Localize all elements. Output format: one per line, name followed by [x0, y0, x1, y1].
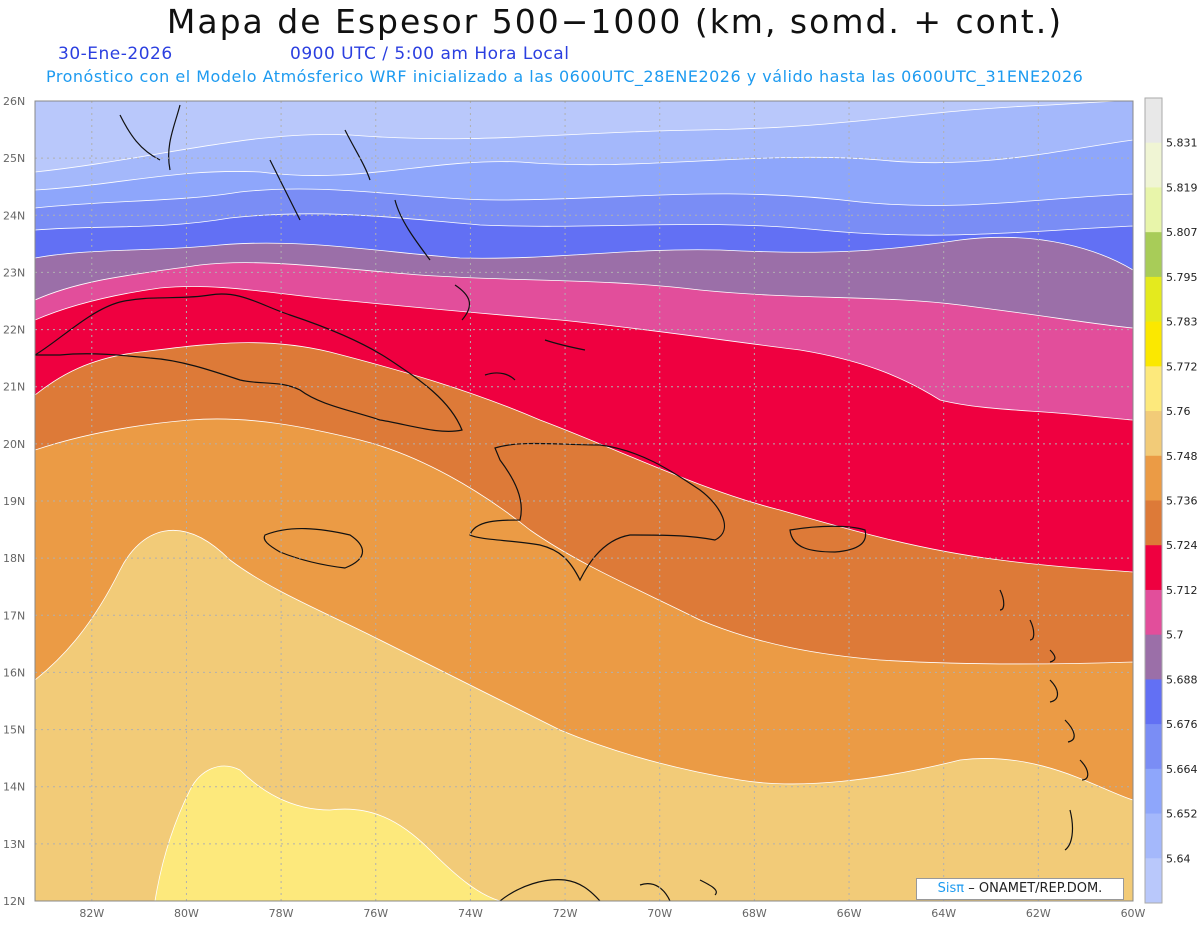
colorbar-level-label: 5.819	[1166, 181, 1198, 194]
lat-label-19N: 19N	[3, 495, 25, 508]
lon-label-78W: 78W	[269, 907, 294, 920]
jamaica-coast	[263, 528, 364, 569]
lat-label-13N: 13N	[3, 838, 25, 851]
colorbar-swatch	[1145, 813, 1162, 859]
colorbar-level-label: 5.831	[1166, 137, 1198, 150]
colorbar-swatch	[1145, 142, 1162, 188]
colorbar-swatch	[1145, 98, 1162, 144]
lon-label-64W: 64W	[931, 907, 956, 920]
model-info: Pronóstico con el Modelo Atmósferico WRF…	[46, 67, 1084, 86]
colorbar-swatch	[1145, 589, 1162, 636]
lon-label-72W: 72W	[553, 907, 578, 920]
lat-label-14N: 14N	[3, 781, 25, 794]
colorbar-level-label: 5.652	[1166, 808, 1198, 821]
colorbar-swatch	[1145, 545, 1162, 591]
colorbar-swatch	[1145, 321, 1162, 367]
lesser-antilles-coast	[999, 589, 1089, 851]
colorbar-swatch	[1145, 500, 1162, 546]
colorbar-level-label: 5.712	[1166, 584, 1198, 597]
hispaniola-coast	[469, 442, 726, 582]
sispi-logo-text: Sisπ	[937, 881, 965, 896]
forecast-date: 30-Ene-2026	[58, 44, 173, 64]
lon-label-76W: 76W	[363, 907, 388, 920]
contour-fills	[35, 101, 1133, 901]
lat-label-26N: 26N	[3, 95, 25, 108]
map-title: Mapa de Espesor 500−1000 (km, somd. + co…	[166, 2, 1064, 41]
colorbar-level-label: 5.748	[1166, 450, 1198, 463]
lon-label-70W: 70W	[647, 907, 672, 920]
credit-box: Sisπ – ONAMET/REP.DOM.	[916, 878, 1124, 900]
colorbar-level-label: 5.76	[1166, 405, 1191, 418]
latitude-axis: 26N 25N 24N 23N 22N 21N 20N 19N 18N 17N 16N 15N 14N 1…	[3, 95, 25, 908]
longitude-axis: 82W 80W 78W 76W 74W 72W 70W 68W 66W 64W 62W 60W	[79, 907, 1145, 920]
colorbar-level-label: 5.676	[1166, 718, 1198, 731]
colorbar-swatch	[1145, 455, 1162, 501]
valid-time: 0900 UTC / 5:00 am Hora Local	[290, 44, 570, 64]
lat-label-17N: 17N	[3, 609, 25, 622]
lat-label-20N: 20N	[3, 438, 25, 451]
colorbar-level-label: 5.783	[1166, 316, 1198, 329]
colorbar-level-label: 5.736	[1166, 495, 1198, 508]
colorbar-swatch	[1145, 724, 1162, 770]
lon-label-68W: 68W	[742, 907, 767, 920]
lon-label-62W: 62W	[1026, 907, 1051, 920]
colorbar-swatch	[1145, 768, 1162, 815]
colorbar-swatch	[1145, 858, 1162, 904]
lon-label-66W: 66W	[837, 907, 862, 920]
lon-label-60W: 60W	[1121, 907, 1146, 920]
lat-label-21N: 21N	[3, 381, 25, 394]
lat-label-15N: 15N	[3, 724, 25, 737]
credit-text: – ONAMET/REP.DOM.	[968, 881, 1103, 896]
plot-border	[34, 100, 1134, 902]
cuba-coast	[35, 293, 463, 432]
colorbar-swatch	[1145, 366, 1162, 412]
lat-label-18N: 18N	[3, 552, 25, 565]
south-america-coast	[499, 879, 717, 901]
colorbar-level-label: 5.64	[1166, 852, 1191, 865]
colorbar-level-label: 5.688	[1166, 673, 1198, 686]
colorbar-level-label: 5.664	[1166, 763, 1198, 776]
thickness-map: 26N 25N 24N 23N 22N 21N 20N 19N 18N 17N 16N 15N 14N 1…	[3, 95, 1198, 920]
colorbar-swatch	[1145, 634, 1162, 680]
colorbar-level-label: 5.772	[1166, 360, 1198, 373]
lat-label-23N: 23N	[3, 266, 25, 279]
lat-label-16N: 16N	[3, 666, 25, 679]
colorbar-swatch	[1145, 411, 1162, 457]
bahamas-coast	[119, 104, 586, 381]
lon-label-80W: 80W	[174, 907, 199, 920]
lon-label-74W: 74W	[458, 907, 483, 920]
lat-label-25N: 25N	[3, 152, 25, 165]
colorbar-level-label: 5.7	[1166, 629, 1184, 642]
colorbar-swatch	[1145, 679, 1162, 725]
colorbar-swatch	[1145, 232, 1162, 278]
colorbar-level-label: 5.795	[1166, 271, 1198, 284]
colorbar-frame	[1144, 97, 1163, 904]
lat-label-24N: 24N	[3, 209, 25, 222]
lat-label-12N: 12N	[3, 895, 25, 908]
lon-label-82W: 82W	[79, 907, 104, 920]
colorbar-swatch	[1145, 276, 1162, 323]
colorbar: 5.64 5.652 5.664 5.676 5.688 5.7 5.712 5.724 5.7…	[1144, 97, 1198, 904]
coastlines	[35, 104, 1089, 901]
colorbar-level-label: 5.724	[1166, 539, 1198, 552]
colorbar-level-label: 5.807	[1166, 226, 1198, 239]
lat-label-22N: 22N	[3, 324, 25, 337]
band-5772	[154, 765, 501, 901]
colorbar-swatch	[1145, 187, 1162, 233]
puerto-rico-coast	[789, 525, 867, 553]
